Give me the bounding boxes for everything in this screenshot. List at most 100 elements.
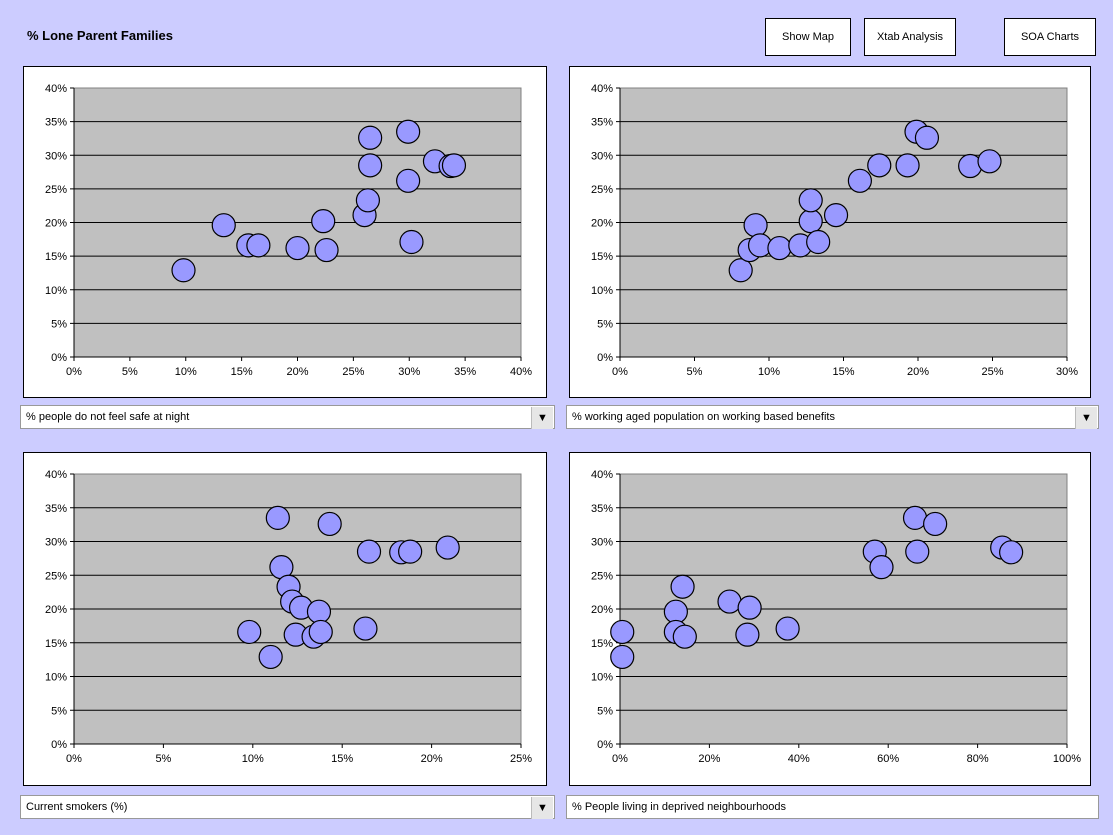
variable-select-3-label: Current smokers (%) [26, 801, 128, 813]
x-tick-label: 80% [967, 753, 989, 765]
variable-select-1-label: % people do not feel safe at night [26, 411, 190, 423]
data-point [246, 233, 271, 258]
data-point [798, 209, 823, 234]
data-point [902, 505, 928, 530]
chart-panel-smokers: 0% 5% 10% 15% 20% 25% 30% 35% 40% 0% 5% 10% 15% 20% 25… [23, 452, 547, 786]
x-tick-label: 5% [155, 753, 171, 765]
data-point [737, 595, 762, 620]
chart-panel-working-benefits: 0% 5% 10% 15% 20% 25% 30% 35% 40% 0% 5% 10% 15% 20% 25… [569, 66, 1091, 398]
data-point [211, 213, 236, 238]
x-tick-label: 60% [877, 753, 899, 765]
y-tick-label: 15% [45, 638, 67, 650]
variable-select-3[interactable]: Current smokers (%) ▼ [20, 795, 555, 819]
y-tick-label: 0% [597, 352, 613, 364]
data-point [977, 149, 1002, 174]
data-point [285, 235, 310, 261]
x-tick-label: 30% [1056, 366, 1078, 378]
data-point [670, 574, 695, 599]
data-point [895, 153, 920, 178]
y-tick-label: 20% [591, 218, 613, 230]
x-tick-label: 25% [342, 366, 364, 378]
dropdown-arrow-icon[interactable]: ▼ [531, 407, 553, 429]
data-point [663, 599, 688, 624]
data-point [728, 258, 753, 283]
x-tick-label: 30% [398, 366, 420, 378]
y-tick-label: 5% [51, 705, 67, 717]
y-tick-label: 15% [591, 251, 613, 263]
x-tick-label: 35% [454, 366, 476, 378]
data-point [717, 589, 742, 614]
data-point [237, 619, 262, 645]
dropdown-arrow-icon[interactable]: ▼ [1075, 407, 1097, 429]
y-tick-label: 0% [597, 739, 613, 751]
data-point [314, 237, 339, 263]
data-point [398, 539, 423, 564]
show-map-button[interactable]: Show Map [765, 18, 851, 56]
x-tick-label: 20% [421, 753, 443, 765]
y-tick-label: 10% [591, 672, 613, 684]
x-tick-label: 5% [687, 366, 703, 378]
data-point [396, 119, 421, 144]
x-tick-label: 25% [981, 366, 1003, 378]
x-tick-label: 15% [331, 753, 353, 765]
variable-select-1[interactable]: % people do not feel safe at night ▼ [20, 405, 555, 429]
x-tick-label: 40% [788, 753, 810, 765]
scatter-chart-working-benefits: 0% 5% 10% 15% 20% 25% 30% 35% 40% 0% 5% 10% 15% 20% 25… [591, 83, 1078, 378]
data-point [923, 511, 948, 537]
page-title: % Lone Parent Families [27, 28, 173, 43]
data-point [308, 619, 333, 645]
data-point [869, 555, 894, 580]
soa-charts-button[interactable]: SOA Charts [1004, 18, 1096, 56]
scatter-chart-deprived: 0% 5% 10% 15% 20% 25% 30% 35% 40% 0% 20% 40% 60% 80% 1… [591, 469, 1081, 765]
y-tick-label: 30% [591, 537, 613, 549]
y-tick-label: 15% [591, 638, 613, 650]
variable-select-2-label: % working aged population on working bas… [572, 411, 835, 423]
data-point [610, 619, 635, 645]
y-tick-label: 35% [591, 503, 613, 515]
chart-panel-safe-at-night: 0% 5% 10% 15% 20% 25% 30% 35% 40% 0% 5% 10% 15% 20% 25… [23, 66, 547, 398]
variable-select-4[interactable]: % People living in deprived neighbourhoo… [566, 795, 1099, 819]
dropdown-arrow-icon[interactable]: ▼ [531, 797, 553, 819]
data-point [867, 153, 892, 178]
data-point [610, 644, 635, 670]
x-tick-label: 20% [698, 753, 720, 765]
x-tick-label: 100% [1053, 753, 1081, 765]
y-tick-label: 35% [45, 503, 67, 515]
y-tick-label: 5% [51, 318, 67, 330]
data-point [775, 616, 800, 641]
data-point [399, 229, 424, 255]
data-point [317, 511, 342, 537]
y-tick-label: 30% [591, 150, 613, 162]
x-tick-label: 10% [242, 753, 264, 765]
x-tick-label: 40% [510, 366, 532, 378]
xtab-analysis-button[interactable]: Xtab Analysis [864, 18, 956, 56]
x-tick-label: 20% [286, 366, 308, 378]
x-tick-label: 15% [832, 366, 854, 378]
data-point [265, 505, 290, 530]
y-tick-label: 20% [45, 218, 67, 230]
data-point [999, 540, 1024, 565]
data-point [356, 539, 382, 564]
data-point [171, 258, 196, 283]
x-tick-label: 15% [231, 366, 253, 378]
scatter-chart-smokers: 0% 5% 10% 15% 20% 25% 30% 35% 40% 0% 5% 10% 15% 20% 25… [45, 469, 532, 765]
data-point [806, 229, 831, 255]
x-tick-label: 5% [122, 366, 138, 378]
y-tick-label: 25% [591, 570, 613, 582]
data-point [914, 125, 940, 150]
x-tick-label: 0% [66, 366, 82, 378]
variable-select-4-label: % People living in deprived neighbourhoo… [572, 801, 787, 813]
data-point [353, 616, 378, 641]
y-tick-label: 30% [45, 150, 67, 162]
y-tick-label: 20% [591, 604, 613, 616]
data-point [258, 644, 283, 670]
data-point [311, 209, 336, 234]
y-tick-label: 10% [45, 672, 67, 684]
data-point [798, 188, 823, 213]
data-point [306, 599, 332, 624]
data-point [441, 153, 467, 178]
variable-select-2[interactable]: % working aged population on working bas… [566, 405, 1099, 429]
data-point [847, 168, 872, 193]
y-tick-label: 10% [591, 285, 613, 297]
y-tick-label: 35% [45, 117, 67, 129]
